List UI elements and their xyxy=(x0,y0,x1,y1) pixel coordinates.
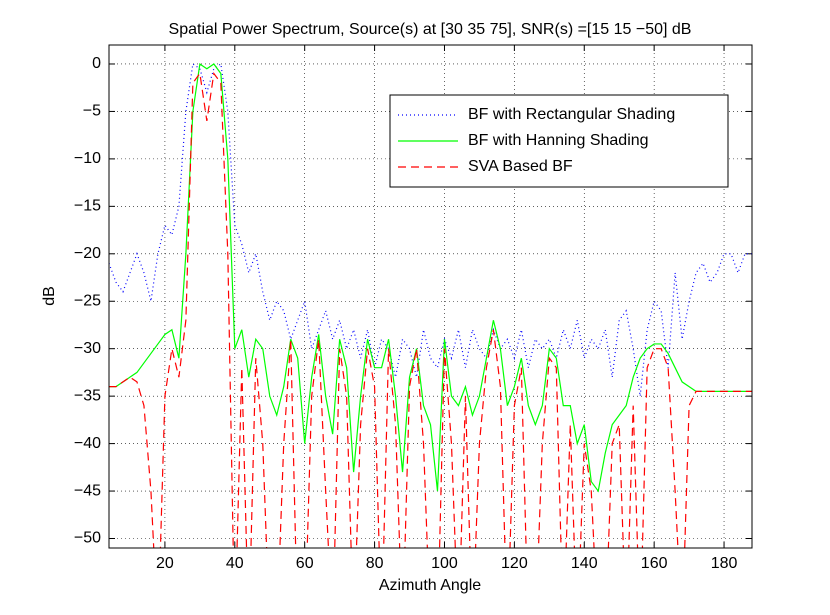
y-tick-label: 0 xyxy=(92,55,101,72)
x-tick-label: 140 xyxy=(571,555,598,572)
grid xyxy=(109,45,752,548)
y-axis-label: dB xyxy=(41,286,58,306)
y-tick-label: −15 xyxy=(74,198,101,215)
x-tick-label: 20 xyxy=(156,555,174,572)
series-line xyxy=(109,62,752,493)
y-tick-label: −35 xyxy=(74,387,101,404)
y-tick-label: −45 xyxy=(74,482,101,499)
x-tick-label: 60 xyxy=(296,555,314,572)
legend-label: BF with Hanning Shading xyxy=(468,132,649,149)
series-line xyxy=(109,71,752,548)
x-tick-label: 40 xyxy=(226,555,244,572)
y-tick-label: −20 xyxy=(74,245,101,262)
y-tick-label: −5 xyxy=(83,103,101,120)
legend-label: SVA Based BF xyxy=(468,158,573,175)
y-tick-label: −50 xyxy=(74,530,101,547)
y-tick-label: −30 xyxy=(74,340,101,357)
chart-title: Spatial Power Spectrum, Source(s) at [30… xyxy=(169,21,692,38)
plot-frame xyxy=(108,44,753,549)
x-axis-label: Azimuth Angle xyxy=(379,577,481,594)
plot-area xyxy=(109,62,752,548)
legend: BF with Rectangular Shading BF with Hanni… xyxy=(389,94,729,188)
x-tick-label: 160 xyxy=(641,555,668,572)
x-tick-label: 180 xyxy=(711,555,738,572)
x-tick-label: 120 xyxy=(501,555,528,572)
x-tick-label: 100 xyxy=(431,555,458,572)
y-tick-label: −25 xyxy=(74,292,101,309)
y-tick-label: −40 xyxy=(74,435,101,452)
x-tick-label: 80 xyxy=(366,555,384,572)
legend-label: BF with Rectangular Shading xyxy=(468,106,675,123)
y-tick-label: −10 xyxy=(74,150,101,167)
